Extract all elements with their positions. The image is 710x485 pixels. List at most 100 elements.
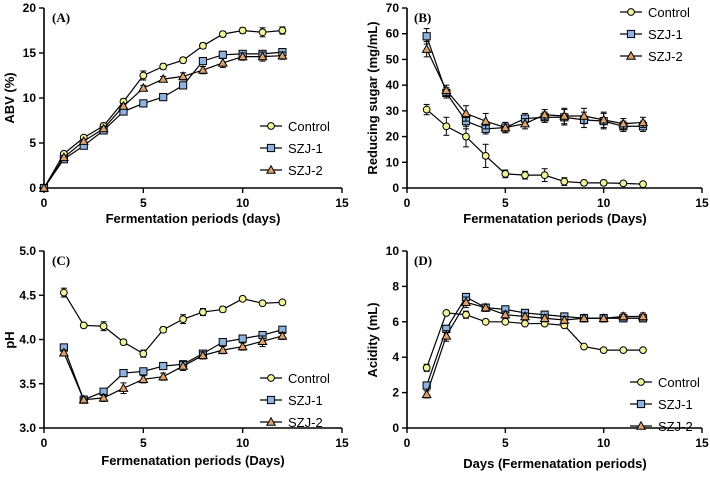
series-control [59,287,287,358]
data-point [618,311,629,321]
data-point [258,299,267,308]
x-tick-label: 5 [140,196,147,210]
data-point [580,342,588,351]
data-point [218,30,227,38]
data-point [238,334,247,343]
legend-label: Control [288,119,330,134]
data-point [199,308,207,316]
data-point [519,118,531,128]
x-tick-label: 0 [404,196,411,210]
data-point [179,315,187,324]
series-control [422,103,647,189]
y-tick-label: 10 [386,155,400,169]
data-point [278,26,287,35]
series-szj-2 [58,330,288,404]
data-point [217,57,228,67]
y-tick-label: 60 [386,27,400,41]
legend: Control SZJ-1 SZJ-2 [620,5,690,64]
data-point [578,110,590,120]
data-point [218,50,227,59]
data-point [159,361,168,371]
data-point [422,363,431,372]
data-point [460,297,472,307]
legend-label: SZJ-2 [288,415,323,430]
data-point [58,347,69,357]
data-point [598,313,609,322]
legend-marker [625,50,637,60]
x-tick-label: 15 [695,436,709,450]
legend-label: Control [648,5,690,20]
data-point [179,56,187,65]
data-point [119,338,128,347]
data-point [618,118,629,128]
y-tick-label: 0 [392,181,399,195]
data-point [257,51,268,61]
data-point [559,110,570,120]
data-point [599,178,608,187]
data-point [98,123,109,133]
data-point [218,338,227,347]
series-szj-1 [422,28,648,135]
data-point [580,178,588,187]
data-point [539,313,550,322]
series-line [426,312,643,369]
series-line [63,329,283,401]
x-axis-title: Fermenatation periods (Days) [463,211,647,226]
y-tick-label: 4.0 [19,333,36,347]
legend-label: SZJ-2 [288,163,323,178]
data-point [422,32,431,41]
series-line [426,48,644,129]
series-line [426,296,643,386]
x-tick-label: 15 [335,196,349,210]
data-point [159,62,168,71]
panel-label: (C) [52,253,70,268]
y-tick-label: 8 [392,279,399,293]
data-point [218,305,227,314]
data-point [138,374,149,384]
data-point [118,100,129,110]
y-tick-label: 10 [386,244,400,258]
data-point [98,392,109,402]
data-point [460,108,472,118]
series-szj-2 [421,296,649,399]
x-tick-label: 0 [41,196,48,210]
data-point [560,177,569,186]
series-szj-1 [59,325,287,404]
legend-label: SZJ-1 [288,141,323,156]
data-point [118,382,129,392]
series-szj-1 [422,292,648,390]
data-point [197,350,208,360]
data-point [237,51,248,61]
x-tick-label: 10 [597,436,611,450]
legend-marker [265,164,277,174]
legend-marker [635,420,647,430]
y-tick-label: 5.0 [19,244,36,258]
data-point [238,294,247,303]
series-line [426,301,643,395]
panel-label: (D) [414,253,432,268]
x-tick-label: 10 [236,436,250,450]
series-control [40,26,287,192]
data-point [139,99,148,108]
data-point [539,109,550,119]
legend-marker [637,378,645,386]
y-tick-label: 5 [29,136,36,150]
legend-label: SZJ-1 [288,393,323,408]
legend-marker [267,122,275,130]
y-tick-label: 15 [23,46,37,60]
data-point [559,314,570,324]
legend-marker [266,143,276,153]
y-axis-title: Reducing sugar (mg/mL) [365,21,380,174]
y-tick-label: 0 [392,421,399,435]
x-axis-title: Fermenatation periods (Days) [101,453,285,468]
data-point [258,28,267,37]
panel-a: 0 5 10 15 0 5 10 15 20 Fermentation periods (days… [2,1,349,226]
y-tick-label: 4 [392,350,399,364]
data-point [138,82,149,92]
legend-marker [627,8,635,16]
data-point [481,151,490,160]
legend-marker [636,399,646,409]
y-tick-label: 20 [23,1,37,15]
panel-b: 0 5 10 15 0 10 20 30 40 50 60 70 Fermenatation perio… [365,1,709,226]
